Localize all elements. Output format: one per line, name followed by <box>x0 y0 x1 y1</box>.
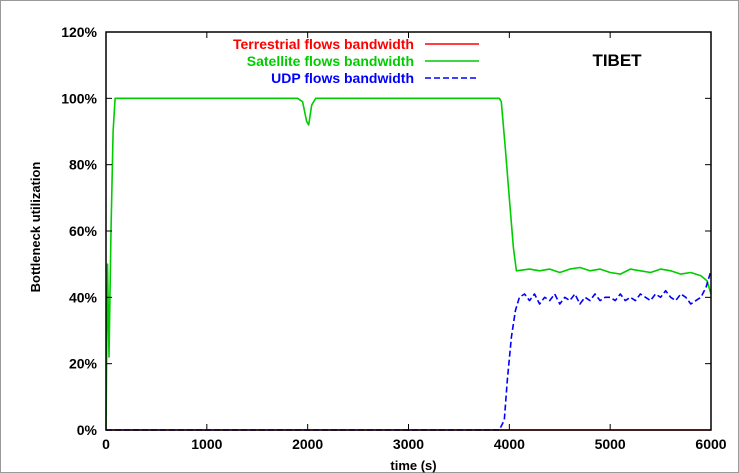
y-tick-label: 20% <box>69 356 98 372</box>
y-tick-label: 80% <box>69 157 98 173</box>
y-tick-label: 0% <box>77 422 98 438</box>
x-tick-label: 4000 <box>494 436 525 452</box>
x-tick-label: 5000 <box>595 436 626 452</box>
y-tick-label: 60% <box>69 223 98 239</box>
y-tick-label: 40% <box>69 289 98 305</box>
series-line-3 <box>106 270 712 431</box>
chart-annotation: TIBET <box>592 51 642 70</box>
plot-area <box>105 31 712 431</box>
x-tick-label: 2000 <box>292 436 323 452</box>
x-axis-label: time (s) <box>390 458 436 473</box>
x-tick-label: 6000 <box>695 436 726 452</box>
x-tick-label: 1000 <box>191 436 222 452</box>
y-tick-label: 100% <box>61 90 97 106</box>
x-tick-label: 0 <box>102 436 110 452</box>
legend-label: UDP flows bandwidth <box>271 70 414 86</box>
y-axis-label: Bottleneck utilization <box>28 162 43 293</box>
legend-label: Terrestrial flows bandwidth <box>233 36 414 52</box>
x-tick-label: 3000 <box>393 436 424 452</box>
series-line-2 <box>105 97 712 431</box>
legend-label: Satellite flows bandwidth <box>247 53 414 69</box>
y-tick-label: 120% <box>61 24 97 40</box>
